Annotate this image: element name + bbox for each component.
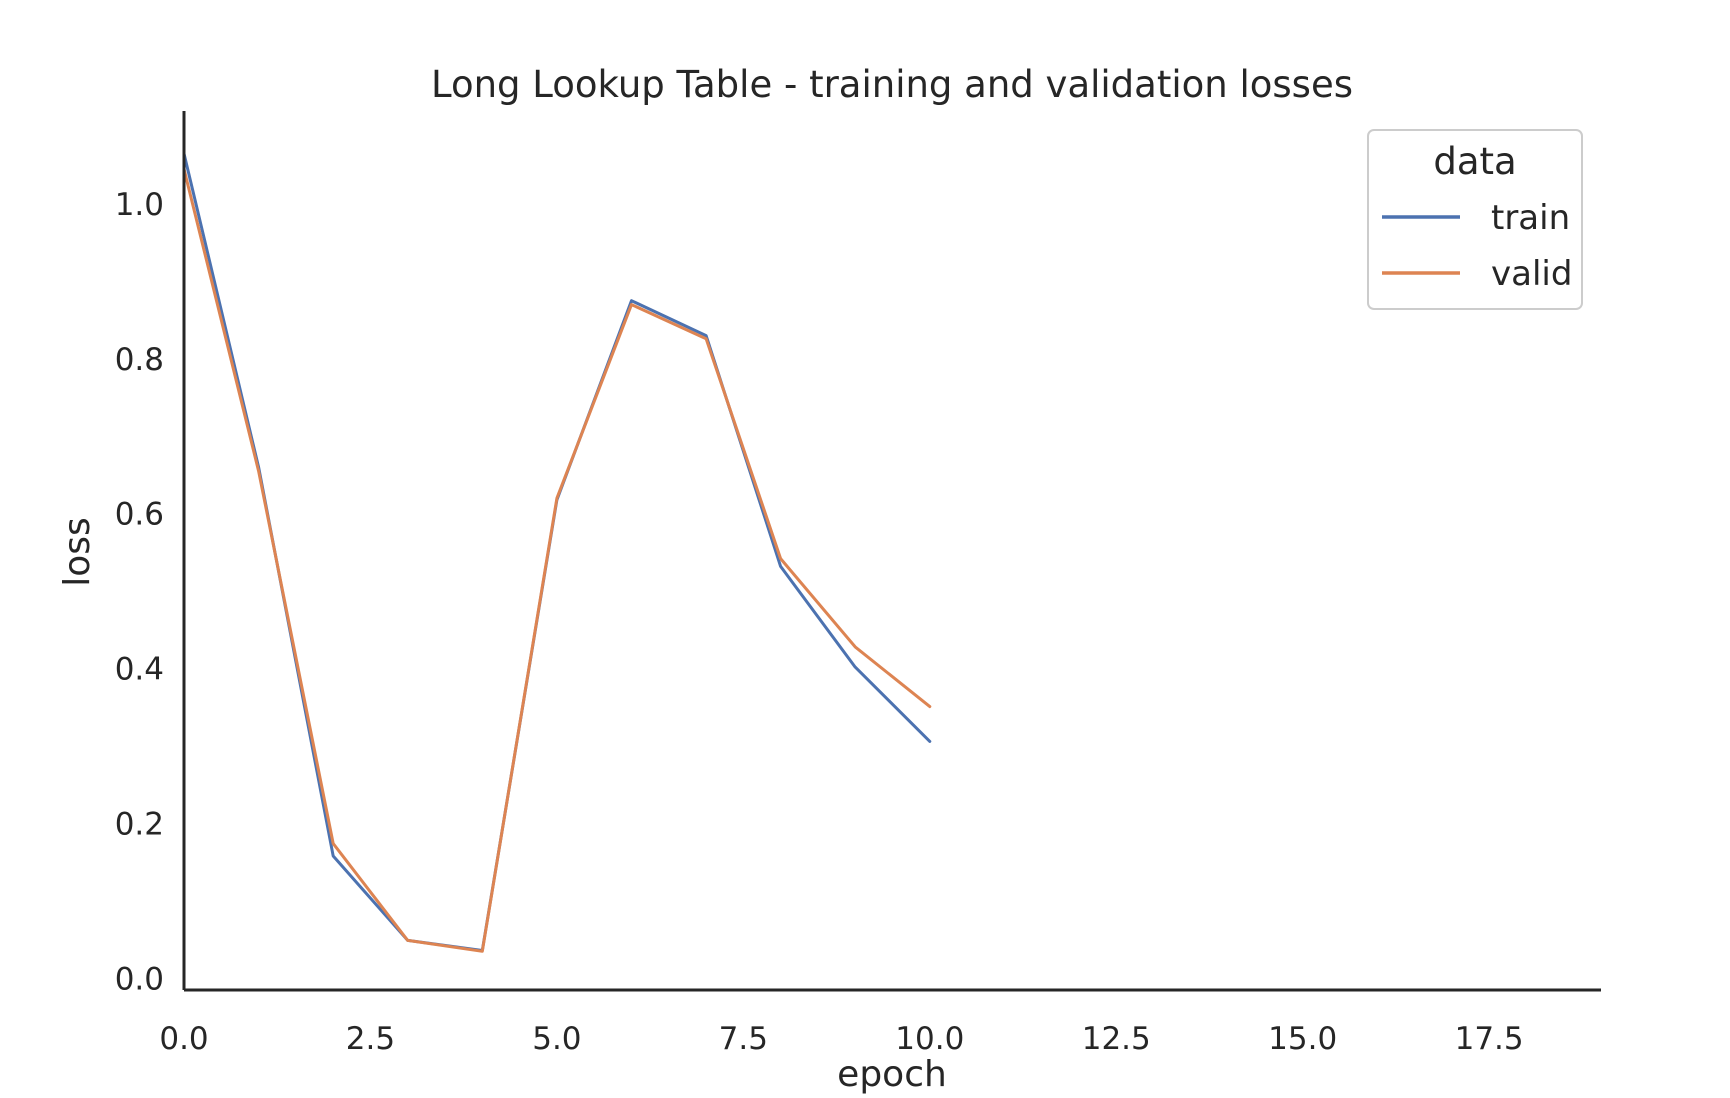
legend-frame — [1367, 129, 1583, 310]
y-tick-label: 0.8 — [115, 342, 164, 378]
x-tick-label: 10.0 — [895, 1021, 964, 1057]
y-tick-label: 0.4 — [115, 652, 164, 688]
legend-items: train valid — [1382, 198, 1572, 294]
x-tick-label: 0.0 — [159, 1021, 208, 1057]
y-tick-label: 0.6 — [115, 497, 164, 533]
axes-group — [182, 111, 1601, 992]
x-tick-label: 5.0 — [532, 1021, 581, 1057]
plot-series-group — [182, 152, 932, 953]
series-line-train — [182, 152, 932, 952]
x-tick-label: 15.0 — [1268, 1021, 1337, 1057]
y-tick-labels: 0.0 0.2 0.4 0.6 0.8 1.0 — [115, 187, 164, 997]
y-tick-label: 0.2 — [115, 806, 164, 842]
legend-label-valid: valid — [1491, 254, 1572, 294]
legend-label-train: train — [1491, 198, 1570, 238]
x-tick-label: 12.5 — [1082, 1021, 1151, 1057]
chart-title: Long Lookup Table - training and validat… — [431, 63, 1353, 106]
y-tick-label: 1.0 — [115, 187, 164, 223]
x-tick-label: 7.5 — [719, 1021, 768, 1057]
y-axis-label: loss — [57, 517, 98, 587]
series-line-valid — [182, 167, 932, 953]
x-tick-label: 17.5 — [1455, 1021, 1524, 1057]
legend-title: data — [1433, 140, 1516, 183]
x-tick-label: 2.5 — [346, 1021, 395, 1057]
x-tick-labels: 0.0 2.5 5.0 7.5 10.0 12.5 15.0 17.5 — [159, 1021, 1523, 1057]
x-axis-label: epoch — [837, 1054, 947, 1094]
y-tick-label: 0.0 — [115, 961, 164, 997]
legend: data train valid — [1367, 129, 1583, 310]
